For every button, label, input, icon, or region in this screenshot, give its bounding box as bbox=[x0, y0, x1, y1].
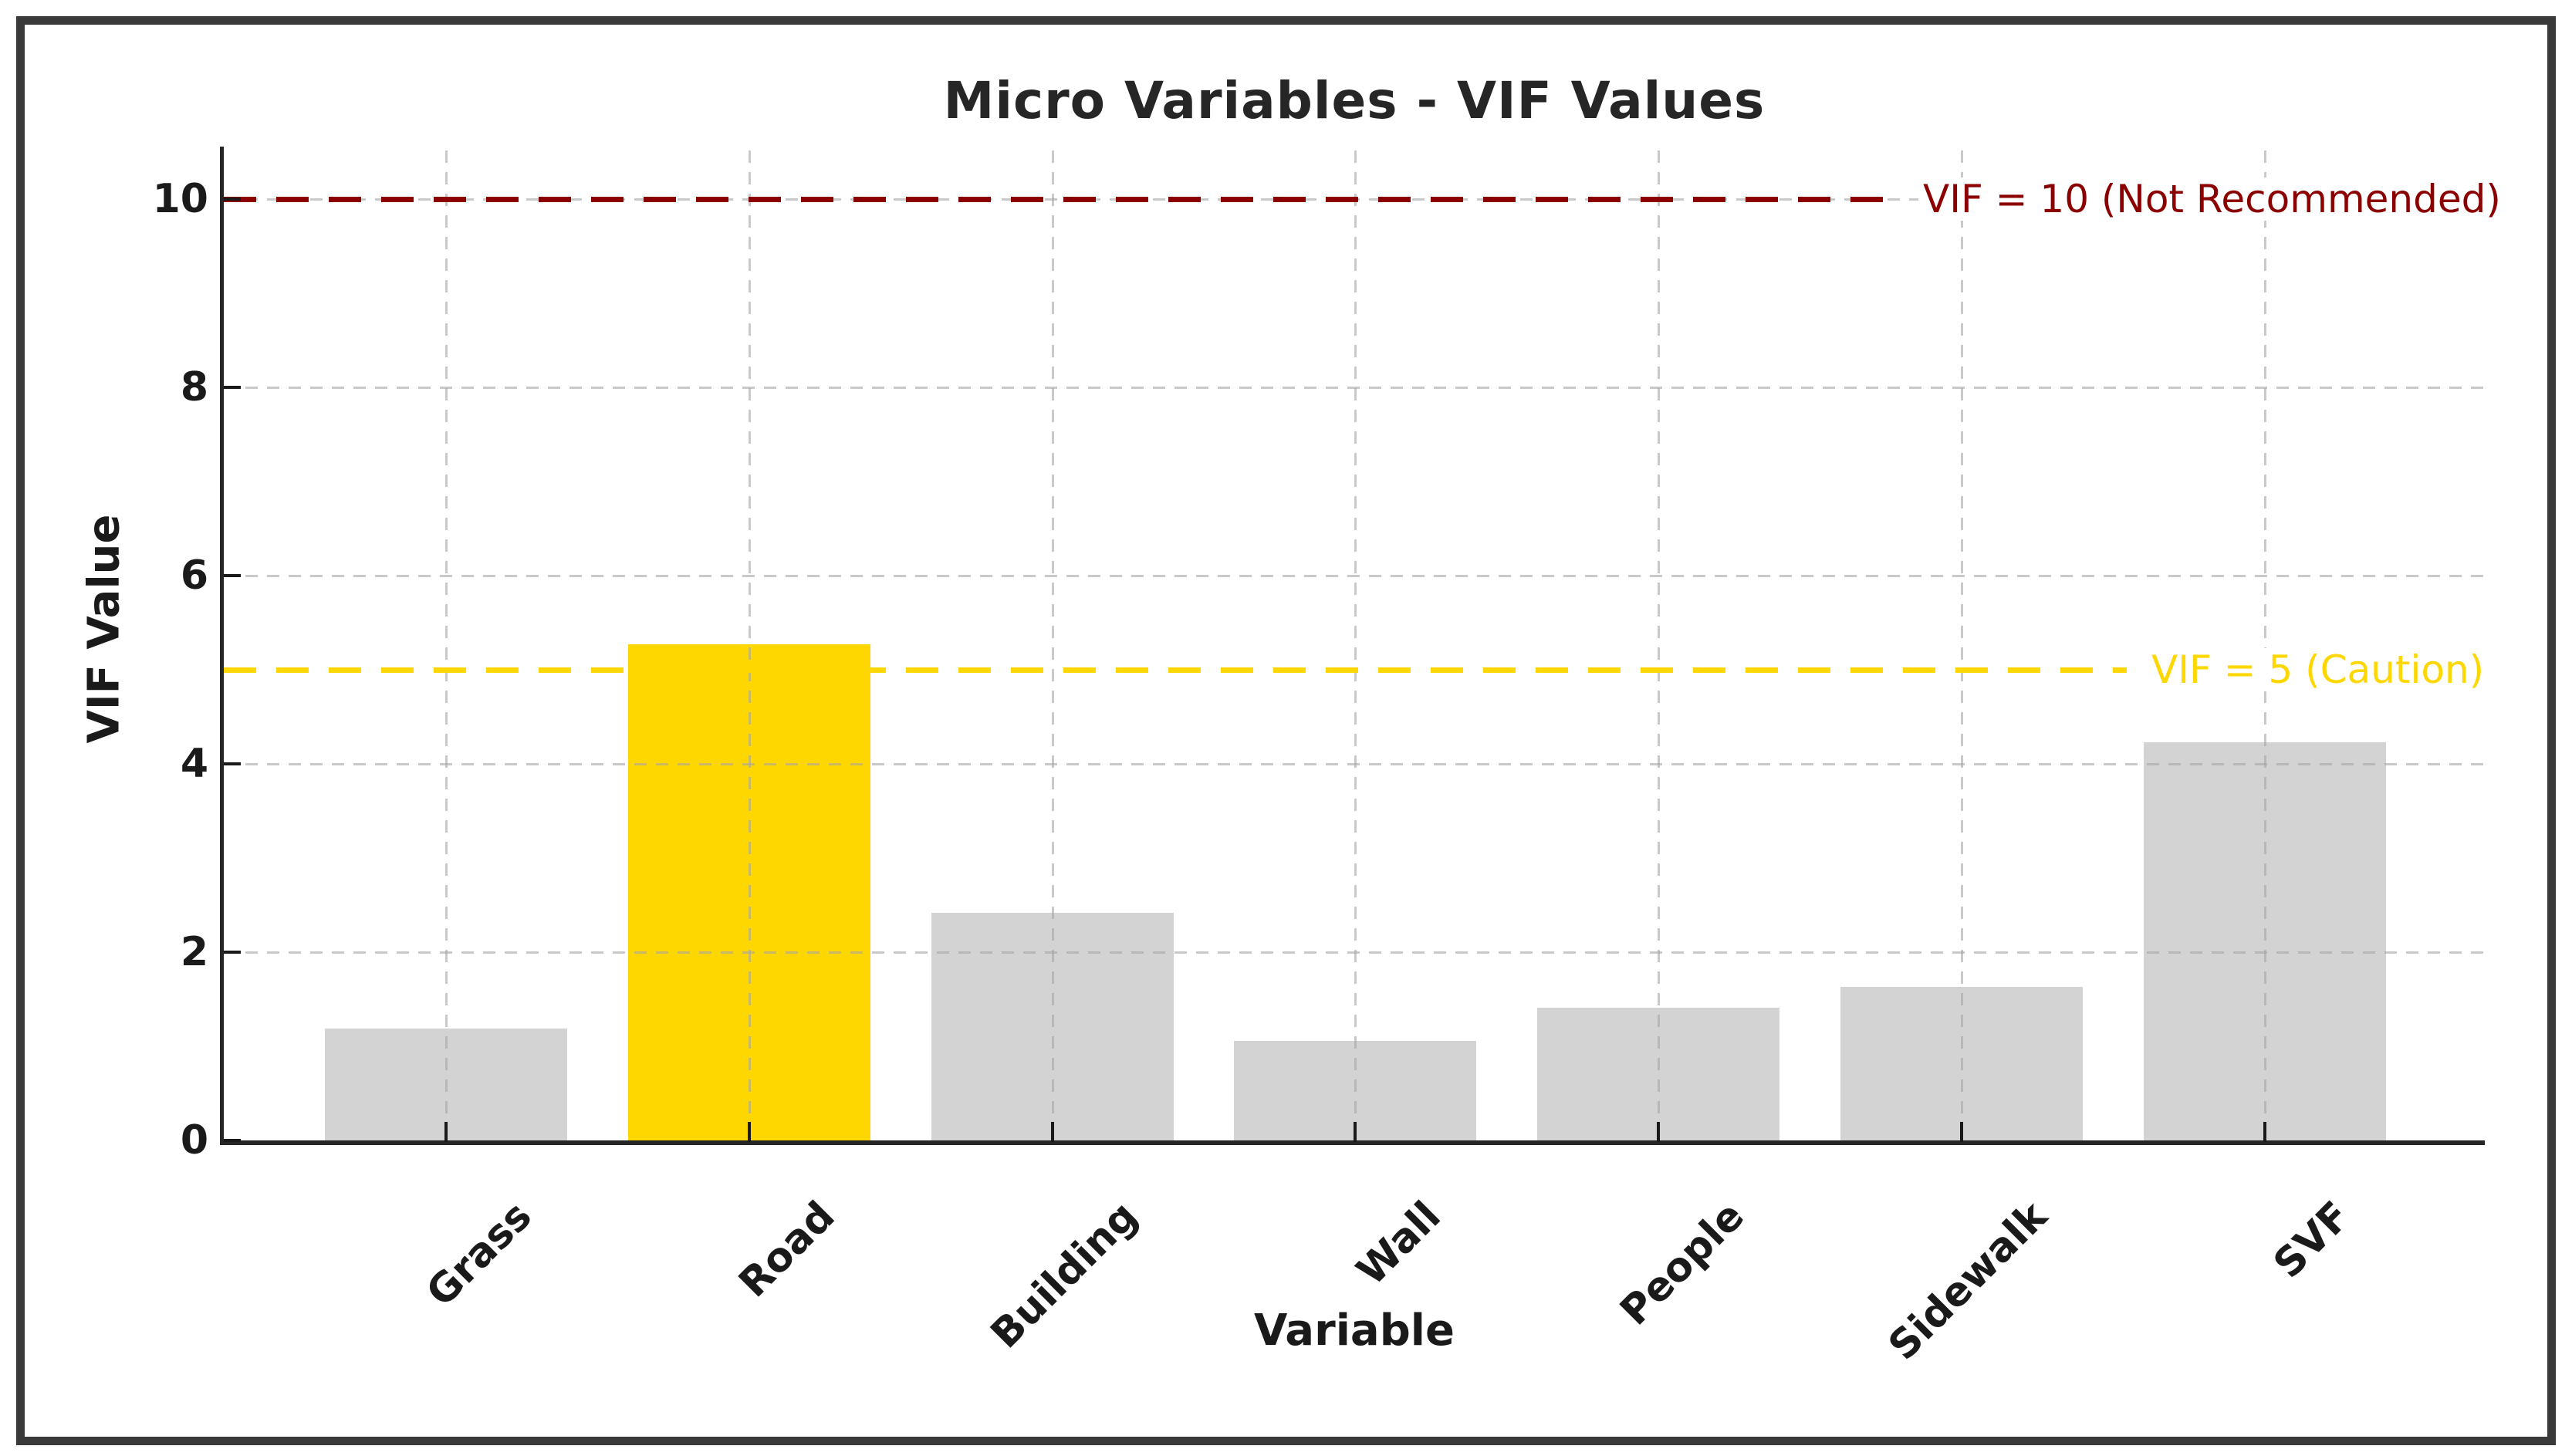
x-tick-mark bbox=[2263, 1122, 2266, 1142]
y-gridline bbox=[224, 575, 2485, 577]
y-tick-label: 10 bbox=[152, 176, 208, 222]
x-gridline bbox=[748, 150, 751, 1140]
y-tick-mark bbox=[224, 198, 241, 201]
y-tick-mark bbox=[224, 951, 241, 954]
x-tick-mark bbox=[1050, 1122, 1054, 1142]
x-gridline bbox=[1961, 150, 1963, 1140]
x-tick-label-road: Road bbox=[730, 1193, 844, 1307]
x-tick-mark bbox=[1354, 1122, 1357, 1142]
y-tick-mark bbox=[224, 762, 241, 765]
y-tick-mark bbox=[224, 386, 241, 389]
x-gridline bbox=[1658, 150, 1661, 1140]
y-tick-mark bbox=[224, 574, 241, 577]
y-gridline bbox=[224, 951, 2485, 954]
chart-title: Micro Variables - VIF Values bbox=[943, 71, 1766, 130]
x-tick-mark bbox=[444, 1122, 448, 1142]
y-tick-label: 2 bbox=[180, 929, 208, 975]
x-tick-mark bbox=[747, 1122, 751, 1142]
reference-line-10-annotation: VIF = 10 (Not Recommended) bbox=[1918, 177, 2506, 221]
x-gridline bbox=[1051, 150, 1054, 1140]
x-axis-label: Variable bbox=[1254, 1306, 1455, 1356]
x-tick-mark bbox=[1960, 1122, 1963, 1142]
y-axis-spine bbox=[220, 147, 224, 1140]
x-axis-spine bbox=[220, 1140, 2485, 1145]
figure-border bbox=[16, 16, 2556, 1445]
y-gridline bbox=[224, 387, 2485, 389]
y-tick-label: 8 bbox=[180, 364, 208, 410]
reference-line-10 bbox=[224, 197, 1900, 202]
x-gridline bbox=[1354, 150, 1357, 1140]
x-gridline bbox=[445, 150, 448, 1140]
y-tick-label: 0 bbox=[180, 1117, 208, 1164]
reference-line-5-annotation: VIF = 5 (Caution) bbox=[2147, 648, 2489, 691]
y-tick-label: 4 bbox=[180, 741, 208, 787]
x-tick-label-svf: SVF bbox=[2264, 1193, 2360, 1288]
y-tick-label: 6 bbox=[180, 552, 208, 599]
reference-line-5 bbox=[224, 667, 2127, 673]
y-gridline bbox=[224, 763, 2485, 765]
y-axis-label: VIF Value bbox=[79, 514, 130, 744]
x-tick-label-grass: Grass bbox=[417, 1193, 541, 1316]
x-gridline bbox=[2263, 150, 2266, 1140]
x-tick-label-wall: Wall bbox=[1348, 1193, 1450, 1295]
y-tick-mark bbox=[224, 1139, 241, 1142]
x-tick-mark bbox=[1657, 1122, 1661, 1142]
